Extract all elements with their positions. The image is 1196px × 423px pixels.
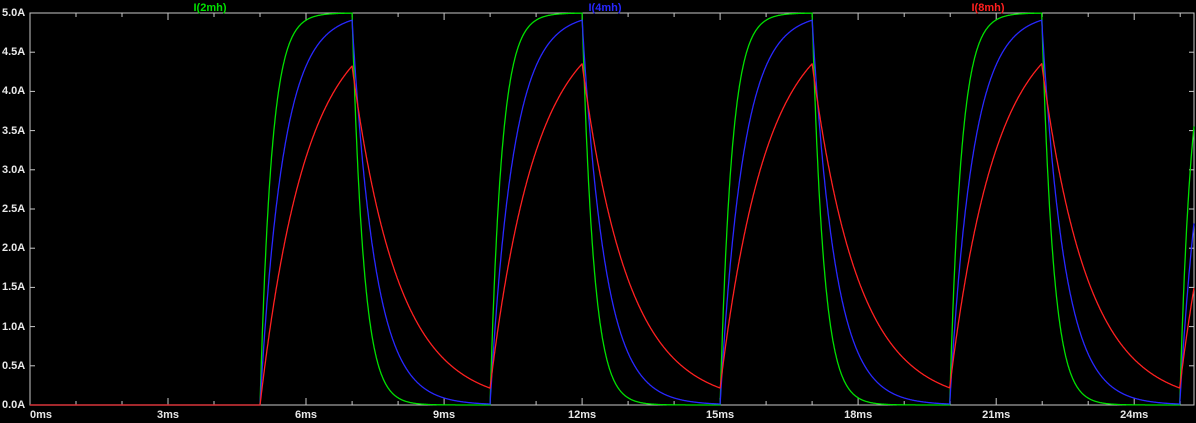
y-axis-label: 5.0A (2, 7, 26, 19)
x-axis-label: 6ms (295, 409, 318, 421)
x-axis-label: 3ms (157, 409, 180, 421)
x-axis-label: 21ms (982, 409, 1011, 421)
x-axis-label: 24ms (1120, 409, 1149, 421)
x-axis-label: 15ms (706, 409, 735, 421)
y-axis-label: 4.0A (2, 85, 26, 98)
trace-label-i-4mh[interactable]: I(4mh) (588, 2, 622, 14)
y-axis-label: 2.5A (2, 203, 26, 215)
y-axis-label: 0.0A (2, 399, 26, 411)
x-axis-label: 12ms (568, 409, 597, 421)
y-axis-label: 3.5A (2, 124, 26, 137)
x-axis-label: 9ms (433, 409, 456, 421)
y-axis-label: 4.5A (2, 46, 26, 59)
y-axis-label: 0.5A (2, 359, 26, 372)
y-axis-label: 1.5A (2, 281, 26, 294)
trace-label-i-2mh[interactable]: I(2mh) (193, 2, 227, 14)
x-axis-label: 18ms (844, 409, 873, 421)
y-axis-label: 1.0A (2, 320, 26, 333)
x-axis-label: 0ms (30, 409, 53, 421)
y-axis-label: 2.0A (2, 242, 26, 255)
trace-label-i-8mh[interactable]: I(8mh) (971, 2, 1005, 14)
y-axis-label: 3.0A (2, 163, 26, 176)
